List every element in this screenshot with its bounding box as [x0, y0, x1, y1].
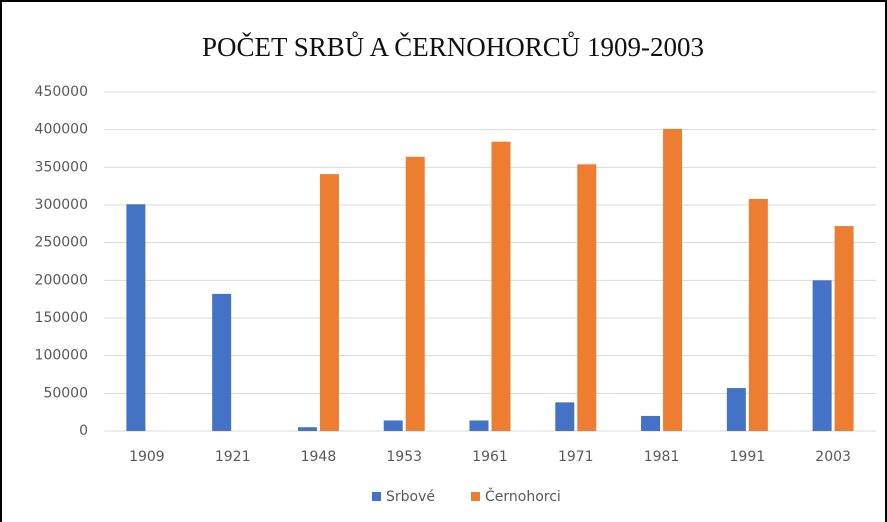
y-tick-label: 0 — [79, 423, 88, 439]
bar — [834, 226, 854, 431]
bar — [405, 156, 425, 431]
y-tick-label: 350000 — [35, 159, 88, 175]
x-tick-label: 1948 — [301, 449, 337, 465]
y-tick-label: 100000 — [35, 348, 88, 364]
y-tick-label: 150000 — [35, 310, 88, 326]
x-tick-label: 1981 — [644, 449, 680, 465]
legend-swatch — [471, 492, 480, 501]
x-tick-label: 1921 — [215, 449, 251, 465]
y-tick-label: 400000 — [35, 122, 88, 138]
bar — [663, 128, 683, 431]
x-tick-label: 1953 — [386, 449, 422, 465]
bar — [383, 420, 403, 431]
x-tick-label: 1971 — [558, 449, 594, 465]
bar — [297, 427, 317, 431]
bar — [812, 280, 832, 431]
bar — [577, 164, 597, 431]
bar — [469, 420, 489, 431]
x-tick-label: 1991 — [730, 449, 766, 465]
y-tick-label: 250000 — [35, 235, 88, 251]
x-tick-label: 2003 — [815, 449, 851, 465]
x-tick-label: 1961 — [472, 449, 508, 465]
legend-label: Černohorci — [485, 487, 561, 505]
legend-label: Srbové — [386, 489, 435, 505]
bar — [641, 415, 661, 431]
legend-swatch — [372, 492, 381, 501]
bar — [726, 388, 746, 431]
bar — [212, 293, 232, 431]
y-tick-label: 300000 — [35, 197, 88, 213]
y-tick-label: 50000 — [43, 385, 88, 401]
y-tick-label: 450000 — [35, 84, 88, 100]
bar — [748, 198, 768, 431]
bar — [126, 204, 146, 431]
bar — [491, 141, 511, 431]
bar — [555, 402, 575, 431]
bar — [319, 174, 339, 431]
x-tick-label: 1909 — [129, 449, 165, 465]
y-tick-label: 200000 — [35, 272, 88, 288]
chart-title: POČET SRBŮ A ČERNOHORCŮ 1909-2003 — [202, 31, 704, 62]
